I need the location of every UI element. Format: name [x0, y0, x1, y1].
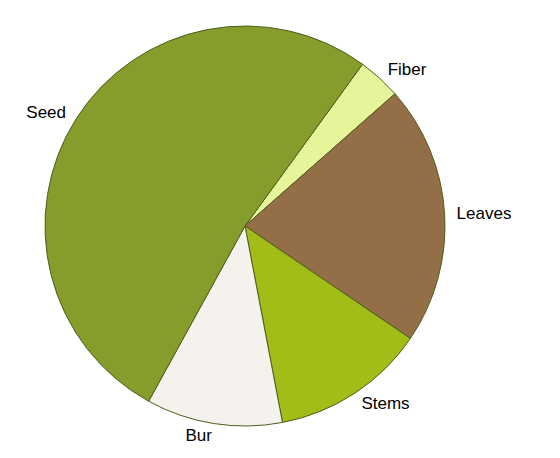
slice-label: Bur	[185, 426, 212, 445]
slice-label: Leaves	[457, 204, 512, 223]
pie-slice	[45, 26, 363, 401]
chart: Fiber Leaves Stems Bur Seed	[0, 0, 560, 458]
slice-label: Fiber	[388, 60, 427, 79]
slice-label: Seed	[26, 103, 66, 122]
labels: Fiber Leaves Stems Bur Seed	[26, 60, 511, 445]
pie	[45, 26, 445, 426]
slice-label: Stems	[361, 394, 409, 413]
